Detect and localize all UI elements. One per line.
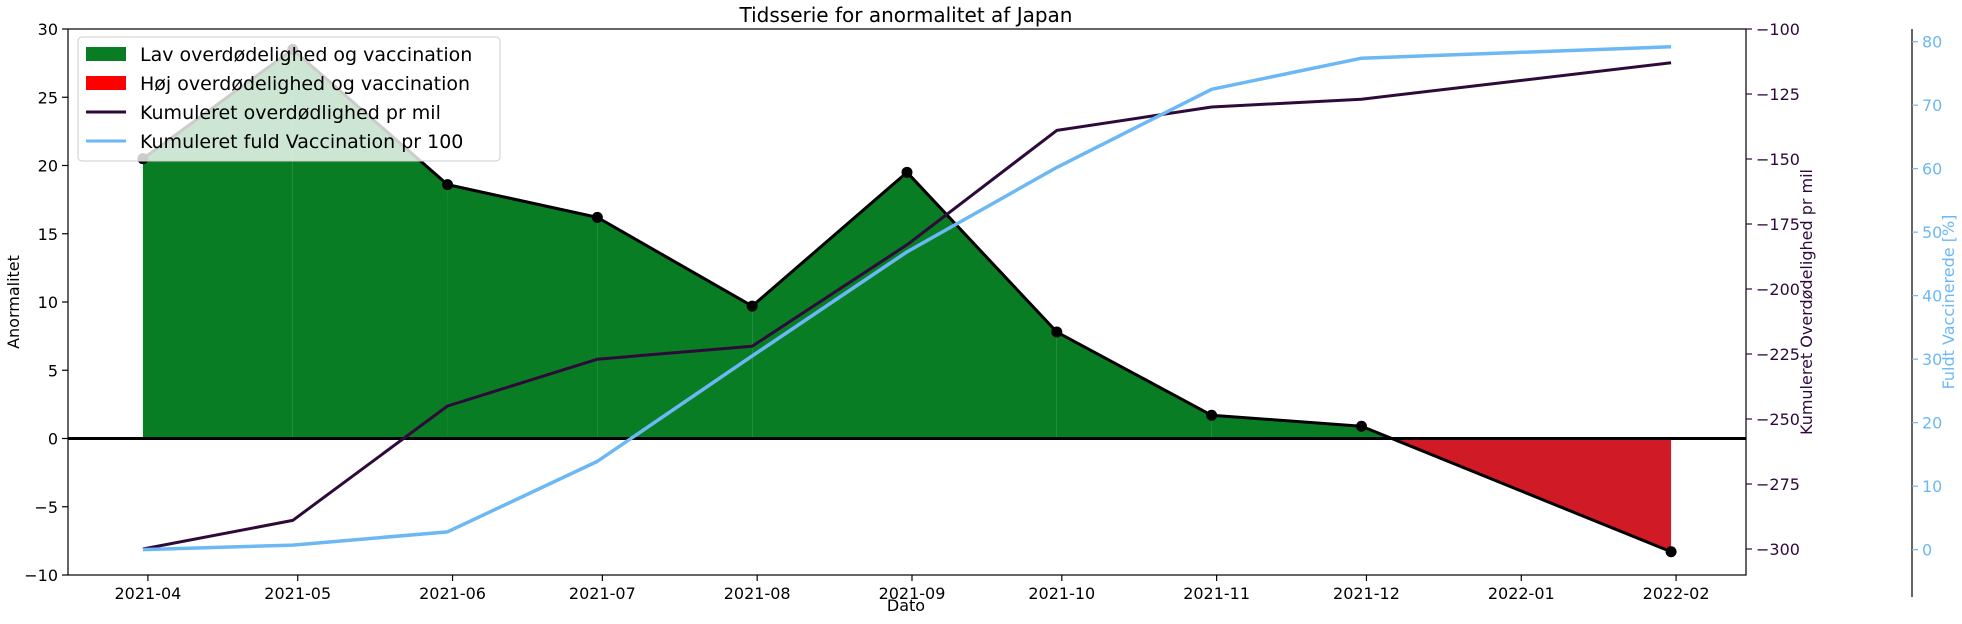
low-excess-fill	[1211, 415, 1362, 439]
y-tick-label: −5	[34, 498, 58, 517]
y3-axis-label: Fuldt Vaccinerede [%]	[1939, 215, 1958, 390]
x-tick-label: 2021-07	[569, 584, 636, 603]
y3-tick-label: 0	[1922, 541, 1932, 560]
legend-entry-1-label: Lav overdødelighed og vaccination	[140, 44, 472, 66]
y-tick-label: 0	[48, 430, 58, 449]
y3-tick-label: 10	[1922, 477, 1942, 496]
y-axis-label: Anormalitet	[4, 255, 23, 349]
low-excess-fill	[597, 217, 753, 439]
vaccination-line	[142, 45, 1672, 552]
y2-axis-label: Kumuleret Overdødelighed pr mil	[1797, 169, 1816, 435]
y2-tick-label: −300	[1756, 540, 1800, 559]
y3-tick-label: 20	[1922, 414, 1942, 433]
low-excess-fill	[907, 172, 1057, 439]
legend-entry-3-label: Kumuleret overdødlighed pr mil	[140, 102, 441, 124]
legend-box	[77, 36, 501, 162]
y-tick-label: 20	[38, 157, 58, 176]
y2-tick-label: −275	[1756, 475, 1800, 494]
y3-tick-label: 80	[1922, 33, 1942, 52]
legend-entry-2-patch	[86, 76, 126, 90]
legend-entry-2-label: Høj overdødelighed og vaccination	[140, 73, 470, 95]
cumulative-excess-mortality-line	[142, 61, 1672, 551]
y2-tick-label: −200	[1756, 280, 1800, 299]
anomaly-marker	[1206, 409, 1218, 421]
y3-tick-label: 30	[1922, 350, 1942, 369]
y3-tick-label: 70	[1922, 96, 1942, 115]
x-tick-label: 2021-06	[419, 584, 486, 603]
y2-tick-label: −125	[1756, 85, 1800, 104]
x-tick-label: 2021-12	[1333, 584, 1400, 603]
y2-tick-label: −175	[1756, 215, 1800, 234]
legend-entry-4-label: Kumuleret fuld Vaccination pr 100	[140, 131, 463, 153]
anomaly-marker	[901, 166, 913, 178]
chart-title: Tidsserie for anormalitet af Japan	[739, 3, 1073, 27]
y-tick-label: 30	[38, 20, 58, 39]
y3-tick-label: 50	[1922, 223, 1942, 242]
x-tick-label: 2022-02	[1643, 584, 1710, 603]
y2-tick-label: −150	[1756, 150, 1800, 169]
y3-tick-label: 40	[1922, 287, 1942, 306]
x-tick-label: 2021-05	[264, 584, 331, 603]
x-axis-label: Dato	[887, 596, 925, 615]
y2-tick-label: −225	[1756, 345, 1800, 364]
x-tick-label: 2021-11	[1183, 584, 1250, 603]
x-tick-label: 2021-04	[114, 584, 181, 603]
legend-entry-1-patch	[86, 47, 126, 61]
anomaly-marker	[746, 300, 758, 312]
x-tick-label: 2021-09	[879, 584, 946, 603]
legend: Lav overdødelighed og vaccination Høj ove…	[77, 36, 501, 162]
anomaly-marker	[1665, 546, 1677, 558]
anomaly-marker	[442, 179, 454, 191]
y3-tick-label: 60	[1922, 160, 1942, 179]
y-tick-label: 25	[38, 88, 58, 107]
y-tick-label: −10	[24, 566, 58, 585]
x-tick-label: 2022-01	[1488, 584, 1555, 603]
y2-tick-label: −250	[1756, 410, 1800, 429]
y2-tick-label: −100	[1756, 20, 1800, 39]
x-tick-label: 2021-10	[1028, 584, 1095, 603]
y-tick-label: 15	[38, 225, 58, 244]
anomaly-marker	[1355, 420, 1367, 432]
y-tick-label: 10	[38, 293, 58, 312]
x-tick-label: 2021-08	[724, 584, 791, 603]
low-excess-fill	[447, 184, 598, 439]
anomaly-marker	[591, 211, 603, 223]
low-excess-fill	[1056, 332, 1212, 439]
anomaly-marker	[1051, 326, 1063, 338]
y-tick-label: 5	[48, 361, 58, 380]
